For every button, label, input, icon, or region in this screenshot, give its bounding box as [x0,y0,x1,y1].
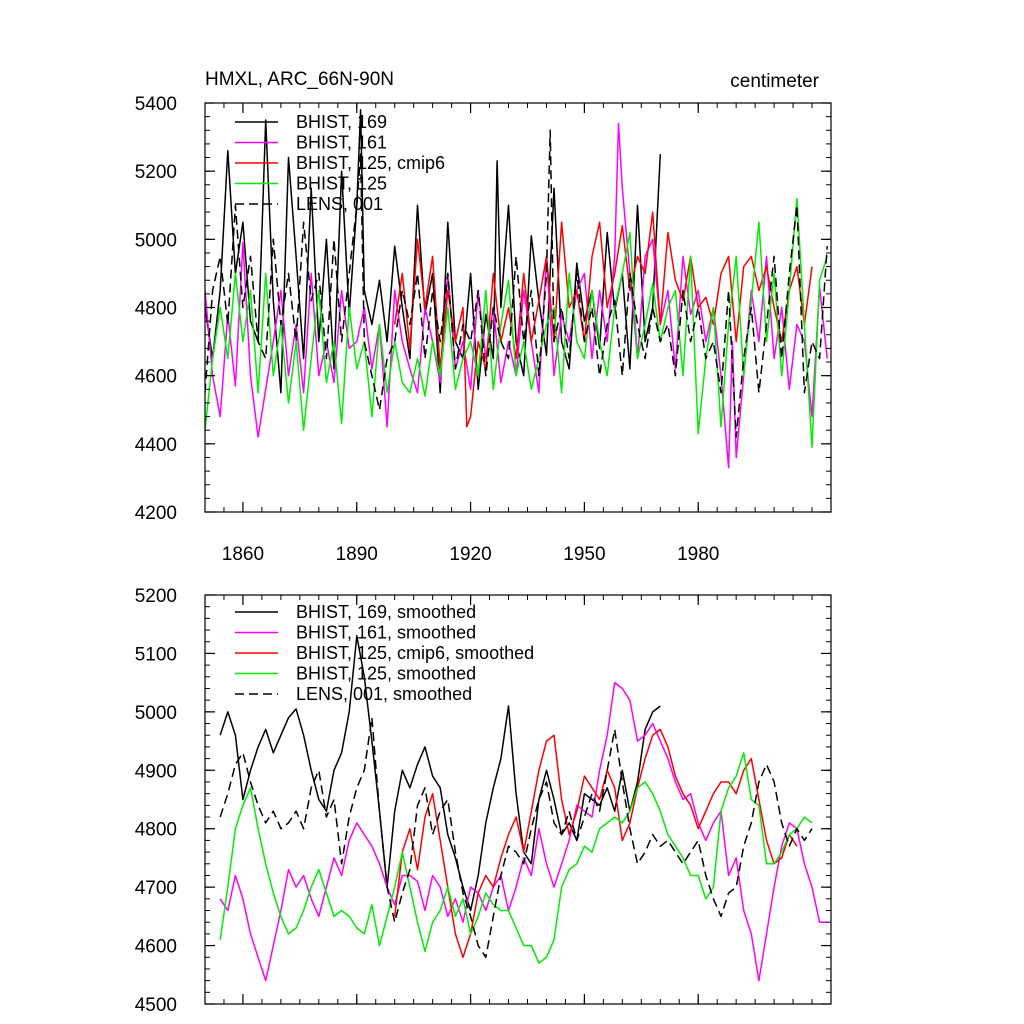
legend-label: BHIST, 169 [296,112,387,132]
y-tick-label: 4200 [135,503,177,524]
y-tick-label: 5200 [135,162,177,183]
plot-frame [204,594,832,1005]
chart-title: HMXL, ARC_66N-90N [205,69,394,90]
y-tick-label: 5400 [135,94,177,115]
y-tick-label: 4800 [135,299,177,320]
x-tick-label: 1980 [677,544,719,565]
legend-label: LENS, 001, smoothed [296,684,472,704]
y-tick-label: 4500 [135,995,177,1016]
y-tick-label: 4600 [135,937,177,958]
y-tick-label: 5100 [135,644,177,665]
legend-label: BHIST, 125 [296,174,387,194]
x-tick-label: 1860 [222,544,264,565]
units-label: centimeter [730,71,819,92]
y-tick-label: 4600 [135,367,177,388]
series-line-1 [205,122,828,469]
y-tick-label: 4700 [135,878,177,899]
series-line-4 [219,716,813,959]
series-line-4 [205,129,828,438]
series-line-0 [219,635,661,912]
top-panel: 4200 4400 4600 4800 5000 5200 5400 1860 1890 1920… [135,69,832,565]
y-tick-label: 4400 [135,435,177,456]
x-tick-label: 1920 [449,544,491,565]
series-line-2 [393,728,798,959]
series-group [205,109,828,469]
bottom-panel: 4500 4600 4700 4800 4900 5000 5100 5200 BHIST, 1… [135,586,832,1016]
legend-label: BHIST, 125, cmip6, smoothed [296,643,534,663]
legend-label: BHIST, 125, smoothed [296,664,476,684]
series-line-3 [205,197,828,448]
x-tick-label: 1950 [563,544,605,565]
y-tick-label: 5000 [135,230,177,251]
y-tick-label: 5000 [135,703,177,724]
series-group [219,635,828,982]
legend-label: BHIST, 125, cmip6 [296,153,445,173]
y-tick-label: 4800 [135,820,177,841]
series-line-1 [219,681,828,982]
legend-label: LENS, 001 [296,194,383,214]
legend-label: BHIST, 161, smoothed [296,623,476,643]
y-tick-label: 5200 [135,586,177,607]
x-tick-label: 1890 [336,544,378,565]
legend-label: BHIST, 169, smoothed [296,602,476,622]
series-line-2 [393,211,813,428]
series-line-3 [219,752,813,964]
y-tick-label: 4900 [135,761,177,782]
legend-label: BHIST, 161 [296,133,387,153]
